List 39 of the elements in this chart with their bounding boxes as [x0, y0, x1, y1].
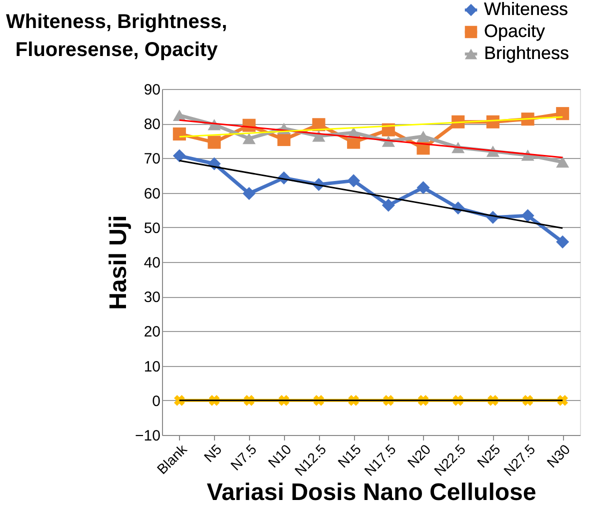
point: [347, 174, 360, 188]
x-tick-label: N5: [200, 440, 225, 466]
y-tick-label: 10: [144, 358, 160, 376]
x-tick-label: N25: [474, 440, 504, 471]
point: [416, 181, 430, 194]
point: [382, 198, 395, 212]
y-tick-label: −10: [135, 428, 160, 444]
point: [521, 209, 534, 222]
legend-label: Whiteness: [484, 0, 568, 19]
y-tick-label: 20: [144, 324, 160, 341]
legend-label: Brightness: [484, 43, 570, 63]
point: [416, 130, 430, 142]
y-tick-label: 90: [144, 82, 160, 98]
point: [172, 127, 186, 140]
x-tick-label: N30: [544, 440, 574, 471]
chart-title: Whiteness, Brightness, Fluoresense, Opacity: [6, 11, 228, 61]
y-tick-label: 30: [144, 289, 160, 306]
legend-label: Opacity: [484, 21, 546, 41]
y-tick-label: 0: [152, 392, 160, 410]
point: [174, 394, 185, 406]
y-tick-label: 70: [144, 150, 160, 168]
x-axis-title: Variasi Dosis Nano Cellulose: [206, 478, 536, 506]
y-tick-label: 40: [144, 254, 160, 272]
y-axis-title: Hasil Uji: [105, 215, 132, 310]
point: [242, 186, 256, 200]
point: [277, 132, 290, 146]
point: [208, 118, 221, 130]
point: [208, 136, 221, 149]
y-tick-label: 60: [144, 185, 160, 202]
point: [172, 149, 186, 162]
point: [556, 235, 570, 248]
y-tick-label: 80: [144, 116, 160, 134]
point: [557, 394, 568, 406]
point: [242, 132, 256, 144]
x-tick-label: N20: [404, 440, 434, 471]
point: [556, 156, 570, 168]
x-tick-label: N10: [264, 440, 294, 471]
y-tick-label: 50: [144, 220, 160, 237]
point: [556, 107, 570, 120]
